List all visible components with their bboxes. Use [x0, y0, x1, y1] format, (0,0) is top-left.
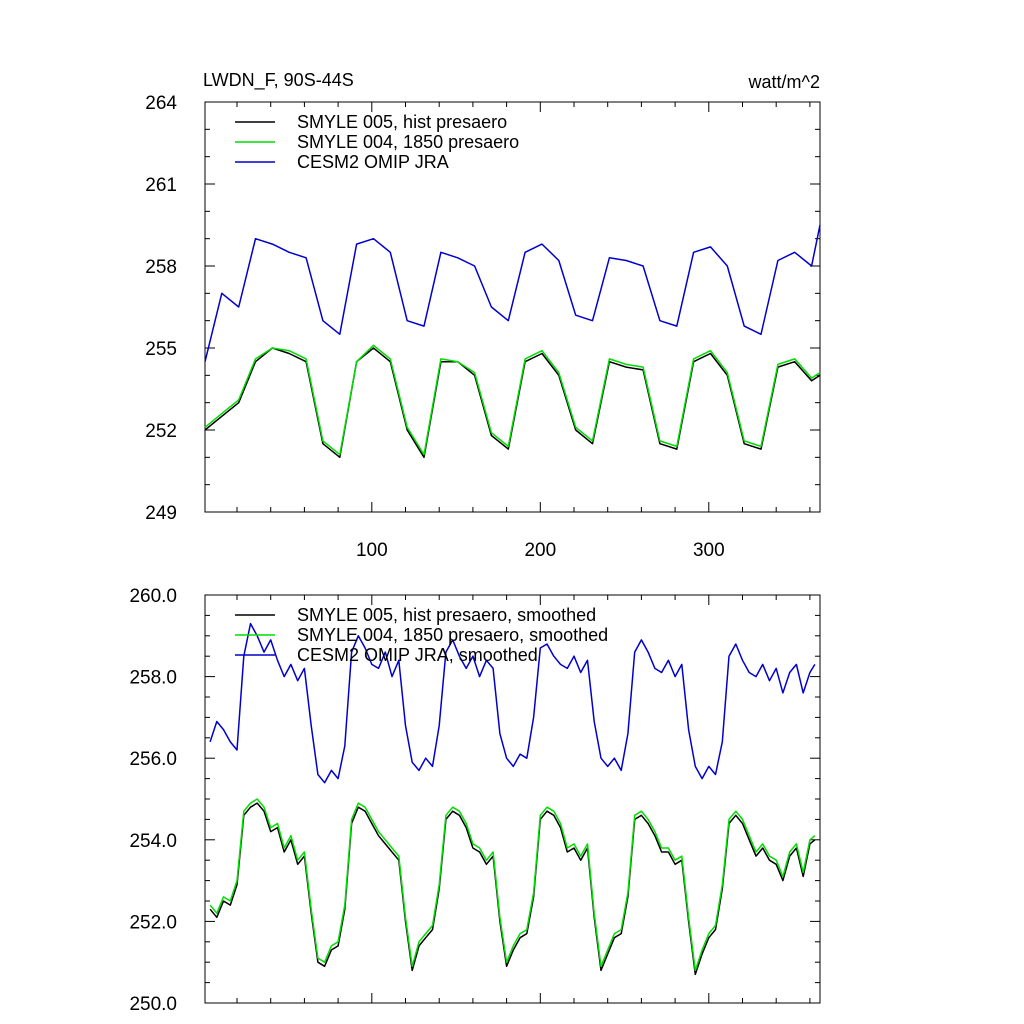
y-tick-label: 252	[145, 421, 177, 442]
legend-label: CESM2 OMIP JRA, smoothed	[297, 645, 538, 665]
y-tick-label: 258	[145, 257, 177, 278]
chart-title: LWDN_F, 90S-44S	[203, 70, 354, 91]
series-line-1	[204, 347, 821, 459]
plot-frame	[204, 101, 821, 513]
y-tick-label: 255	[145, 339, 177, 360]
x-tick-label: 200	[524, 540, 556, 561]
top-panel: 249 252 255 258 261 264 100 200 300 LWDN_F, 90S-4…	[145, 70, 821, 561]
y-tick-label: 252.0	[129, 912, 177, 933]
legend-label: SMYLE 005, hist presaero, smoothed	[297, 605, 596, 625]
y-tick-label: 256.0	[129, 749, 177, 770]
y-tick-label: 260.0	[129, 586, 177, 607]
series-line-2	[209, 798, 816, 972]
legend-label: SMYLE 004, 1850 presaero, smoothed	[297, 625, 608, 645]
legend-label: CESM2 OMIP JRA	[297, 152, 449, 172]
series-line-3	[209, 622, 816, 784]
bottom-panel: 250.0 252.0 254.0 256.0 258.0 260.0 SMYLE 005,…	[129, 586, 821, 1015]
legend-label: SMYLE 005, hist presaero	[297, 112, 507, 132]
x-tick-label: 300	[693, 540, 725, 561]
series-line-2	[204, 344, 821, 456]
x-tick-label: 100	[356, 540, 388, 561]
units-label: watt/m^2	[748, 72, 820, 92]
legend-label: SMYLE 004, 1850 presaero	[297, 132, 519, 152]
y-tick-label: 254.0	[129, 831, 177, 852]
y-tick-label: 264	[145, 93, 177, 114]
series-line-3	[204, 224, 821, 362]
y-tick-label: 249	[145, 503, 177, 524]
y-tick-label: 258.0	[129, 668, 177, 689]
y-tick-label: 250.0	[129, 994, 177, 1015]
y-tick-label: 261	[145, 175, 177, 196]
